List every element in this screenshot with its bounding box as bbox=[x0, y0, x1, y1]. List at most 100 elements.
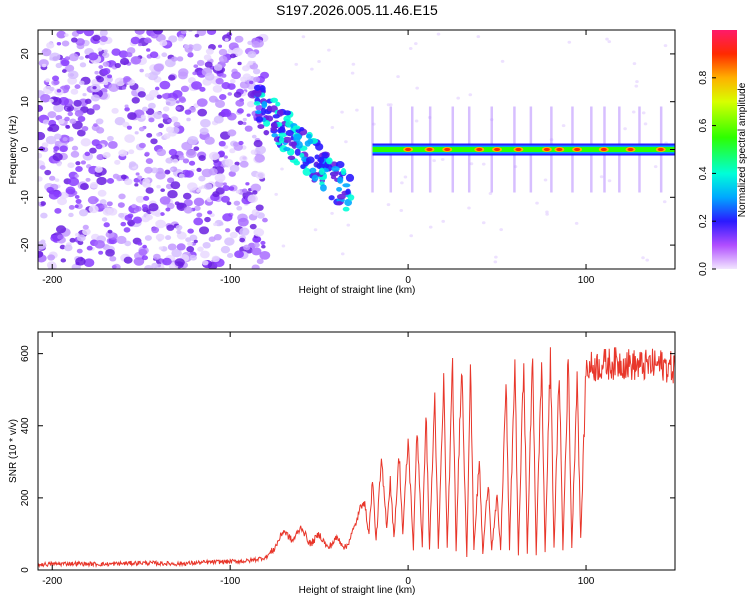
colorbar-tick-label: 0.6 bbox=[698, 118, 709, 132]
spectrogram-noise-blob bbox=[205, 48, 214, 55]
spectrogram-noise-blob bbox=[57, 197, 68, 206]
spectrogram-noise-blob bbox=[117, 202, 125, 208]
spectrogram-track-blob bbox=[306, 133, 312, 139]
spectrogram-noise-blob bbox=[41, 48, 52, 57]
spectrogram-noise-blob bbox=[214, 98, 219, 102]
spectrogram-noise-blob bbox=[74, 109, 84, 117]
spectrogram-noise-blob bbox=[217, 44, 223, 48]
spectrogram-noise-blob bbox=[156, 132, 162, 137]
spectrogram-noise-blob bbox=[68, 212, 74, 218]
spectrogram-noise-blob bbox=[56, 225, 67, 234]
spectrogram-track-blob bbox=[331, 166, 340, 172]
spectrogram-noise-blob bbox=[93, 123, 98, 127]
spectrogram-noise-blob bbox=[132, 216, 142, 224]
spectrogram-noise-blob bbox=[162, 257, 172, 266]
spectrogram-noise-blob bbox=[56, 30, 67, 39]
spectrogram-track-blob bbox=[309, 167, 317, 174]
spectrogram-noise-blob bbox=[223, 145, 229, 149]
spectrogram-noise-blob bbox=[103, 81, 109, 86]
spectrogram-track-blob bbox=[315, 142, 324, 151]
y-tick-label: 0 bbox=[20, 567, 31, 573]
spectrogram-noise-blob bbox=[249, 223, 257, 230]
spectrogram-noise-blob bbox=[95, 143, 103, 150]
spectrogram-speck bbox=[543, 178, 548, 182]
y-tick-label: 10 bbox=[20, 96, 31, 108]
spectrogram-hotspot-core bbox=[426, 147, 433, 152]
spectrogram-track-blob bbox=[345, 188, 351, 195]
spectrogram-noise-blob bbox=[193, 146, 200, 151]
spectrogram-noise-blob bbox=[218, 48, 228, 56]
spectrogram-speck bbox=[330, 211, 334, 215]
spectrogram-noise-blob bbox=[163, 133, 171, 139]
spectrogram-noise-blob bbox=[61, 69, 67, 73]
spectrogram-noise-blob bbox=[242, 121, 247, 125]
spectrogram-noise-blob bbox=[114, 159, 121, 165]
spectrogram-noise-blob bbox=[261, 244, 266, 249]
spectrogram-noise-blob bbox=[142, 178, 151, 185]
spectrogram-noise-blob bbox=[102, 151, 111, 159]
spectrogram-noise-blob bbox=[234, 250, 244, 259]
spectrogram-track-blob bbox=[272, 114, 280, 119]
spectrogram-noise-blob bbox=[171, 248, 182, 258]
spectrogram-noise-blob bbox=[204, 216, 211, 223]
spectrogram-noise-blob bbox=[220, 245, 231, 254]
spectrogram-noise-blob bbox=[181, 141, 193, 151]
spectrogram-noise-blob bbox=[127, 219, 136, 227]
spectrogram-noise-blob bbox=[246, 113, 251, 117]
spectrogram-noise-blob bbox=[202, 241, 211, 249]
spectrogram-noise-blob bbox=[178, 96, 186, 102]
spectrogram-noise-blob bbox=[177, 37, 184, 42]
spectrogram-noise-blob bbox=[145, 158, 154, 165]
spectrogram-noise-blob bbox=[111, 48, 121, 56]
spectrogram-track-blob bbox=[340, 168, 347, 176]
spectrogram-noise-blob bbox=[170, 116, 179, 123]
spectrogram-noise-blob bbox=[83, 30, 94, 37]
spectrogram-noise-blob bbox=[155, 233, 165, 241]
spectrogram-noise-blob bbox=[198, 175, 206, 182]
spectrogram-noise-blob bbox=[259, 251, 271, 260]
spectrogram-noise-blob bbox=[134, 30, 145, 35]
spectrogram-noise-blob bbox=[94, 166, 103, 173]
spectrogram-noise-blob bbox=[99, 30, 108, 37]
spectrogram-track-blob bbox=[257, 124, 265, 129]
spectrogram-noise-blob bbox=[244, 125, 253, 132]
spectrogram-noise-blob bbox=[201, 260, 209, 266]
spectrogram-track-blob bbox=[255, 116, 264, 123]
spectrogram-noise-blob bbox=[46, 42, 55, 49]
spectrogram-noise-blob bbox=[260, 240, 266, 245]
spectrogram-noise-blob bbox=[70, 150, 80, 158]
spectrogram-noise-blob bbox=[251, 209, 260, 216]
spectrogram-noise-blob bbox=[139, 142, 146, 149]
colorbar-tick-label: 0.4 bbox=[698, 166, 709, 180]
spectrogram-noise-blob bbox=[46, 186, 55, 193]
spectrogram-noise-blob bbox=[188, 160, 196, 166]
spectrogram-noise-blob bbox=[106, 201, 113, 207]
spectrogram-noise-blob bbox=[168, 74, 176, 81]
spectrogram-noise-blob bbox=[232, 141, 239, 147]
spectrogram-x-label: Height of straight line (km) bbox=[299, 285, 416, 296]
colorbar-gradient bbox=[712, 30, 737, 269]
spectrogram-noise-blob bbox=[40, 201, 46, 206]
spectrogram-noise-blob bbox=[219, 222, 224, 226]
spectrogram-noise-blob bbox=[105, 248, 115, 257]
spectrogram-noise-blob bbox=[137, 91, 146, 98]
spectrogram-noise-blob bbox=[69, 237, 76, 243]
spectrogram-noise-blob bbox=[246, 101, 255, 108]
spectrogram-noise-blob bbox=[161, 52, 168, 58]
spectrogram-noise-blob bbox=[111, 107, 119, 114]
spectrogram-noise-blob bbox=[107, 141, 118, 149]
spectrogram-noise-blob bbox=[218, 178, 224, 183]
spectrogram-noise-blob bbox=[174, 201, 180, 206]
spectrogram-noise-blob bbox=[169, 167, 174, 171]
spectrogram-track-blob bbox=[270, 97, 278, 103]
x-tick-label: 0 bbox=[405, 576, 411, 587]
spectrogram-noise-blob bbox=[196, 188, 202, 193]
spectrogram-noise-blob bbox=[172, 89, 183, 99]
spectrogram-noise-blob bbox=[227, 83, 236, 90]
spectrogram-noise-blob bbox=[134, 205, 142, 212]
spectrogram-noise-blob bbox=[176, 229, 182, 235]
spectrogram-noise-blob bbox=[114, 116, 126, 126]
spectrogram-noise-blob bbox=[213, 64, 223, 71]
spectrogram-noise-blob bbox=[103, 222, 110, 228]
